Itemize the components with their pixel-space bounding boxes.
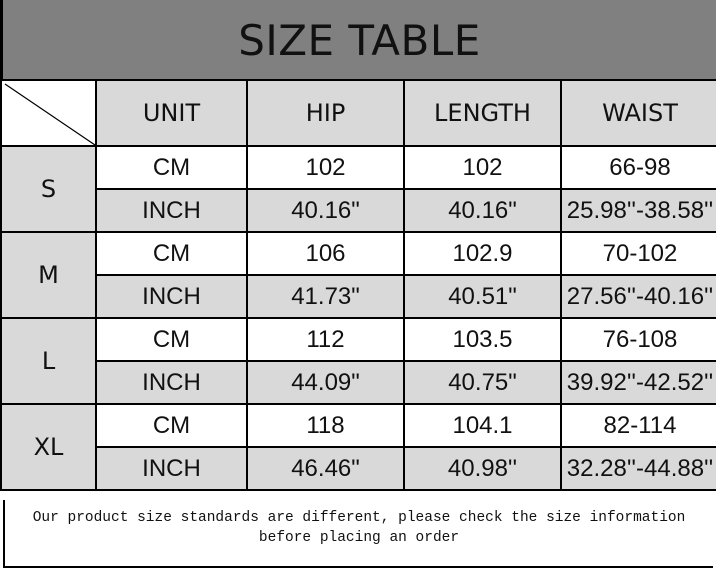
unit-cell: INCH (95, 274, 248, 319)
waist-cell: 39.92''-42.52'' (560, 360, 716, 405)
unit-cell: INCH (95, 446, 248, 491)
waist-cell: 32.28''-44.88'' (560, 446, 716, 491)
header-unit: UNIT (95, 79, 248, 147)
waist-cell: 25.98''-38.58'' (560, 188, 716, 233)
size-label: M (0, 231, 97, 319)
header-hip: HIP (246, 79, 405, 147)
size-label: XL (0, 403, 97, 491)
size-row-cm: L CM 112 103.5 76-108 (0, 317, 716, 405)
size-label: S (0, 145, 97, 233)
unit-cell: CM (95, 231, 248, 276)
unit-cell: INCH (95, 188, 248, 233)
header-waist: WAIST (560, 79, 716, 147)
hip-cell: 106 (246, 231, 405, 276)
hip-cell: 41.73" (246, 274, 405, 319)
size-row-cm: XL CM 118 104.1 82-114 (0, 403, 716, 491)
unit-cell: INCH (95, 360, 248, 405)
unit-cell: CM (95, 317, 248, 362)
unit-cell: CM (95, 145, 248, 190)
waist-cell: 27.56''-40.16'' (560, 274, 716, 319)
size-table: UNIT HIP LENGTH WAIST S CM 102 102 66-98 INCH… (0, 79, 716, 491)
waist-cell: 70-102 (560, 231, 716, 276)
size-row-inch: INCH 44.09" 40.75" 39.92''-42.52'' (1, 360, 716, 405)
length-cell: 104.1 (403, 403, 562, 448)
size-row-inch: INCH 40.16" 40.16" 25.98''-38.58'' (1, 188, 716, 233)
size-row-inch: INCH 46.46" 40.98'' 32.28''-44.88'' (1, 446, 716, 491)
length-cell: 103.5 (403, 317, 562, 362)
hip-cell: 112 (246, 317, 405, 362)
corner-cell (0, 79, 97, 147)
size-row-inch: INCH 41.73" 40.51" 27.56''-40.16'' (1, 274, 716, 319)
size-label: L (0, 317, 97, 405)
unit-cell: CM (95, 403, 248, 448)
size-note: Our product size standards are different… (3, 500, 713, 568)
hip-cell: 40.16" (246, 188, 405, 233)
length-cell: 40.16" (403, 188, 562, 233)
size-row-cm: S CM 102 102 66-98 (0, 145, 716, 233)
hip-cell: 102 (246, 145, 405, 190)
page-title: SIZE TABLE (0, 0, 716, 80)
size-row-cm: M CM 106 102.9 70-102 (0, 231, 716, 319)
hip-cell: 44.09" (246, 360, 405, 405)
waist-cell: 66-98 (560, 145, 716, 190)
header-length: LENGTH (403, 79, 562, 147)
waist-cell: 82-114 (560, 403, 716, 448)
diagonal-line (4, 83, 94, 144)
length-cell: 40.75" (403, 360, 562, 405)
hip-cell: 46.46" (246, 446, 405, 491)
header-row: UNIT HIP LENGTH WAIST (0, 79, 716, 147)
length-cell: 40.51" (403, 274, 562, 319)
hip-cell: 118 (246, 403, 405, 448)
length-cell: 102.9 (403, 231, 562, 276)
length-cell: 102 (403, 145, 562, 190)
length-cell: 40.98'' (403, 446, 562, 491)
waist-cell: 76-108 (560, 317, 716, 362)
